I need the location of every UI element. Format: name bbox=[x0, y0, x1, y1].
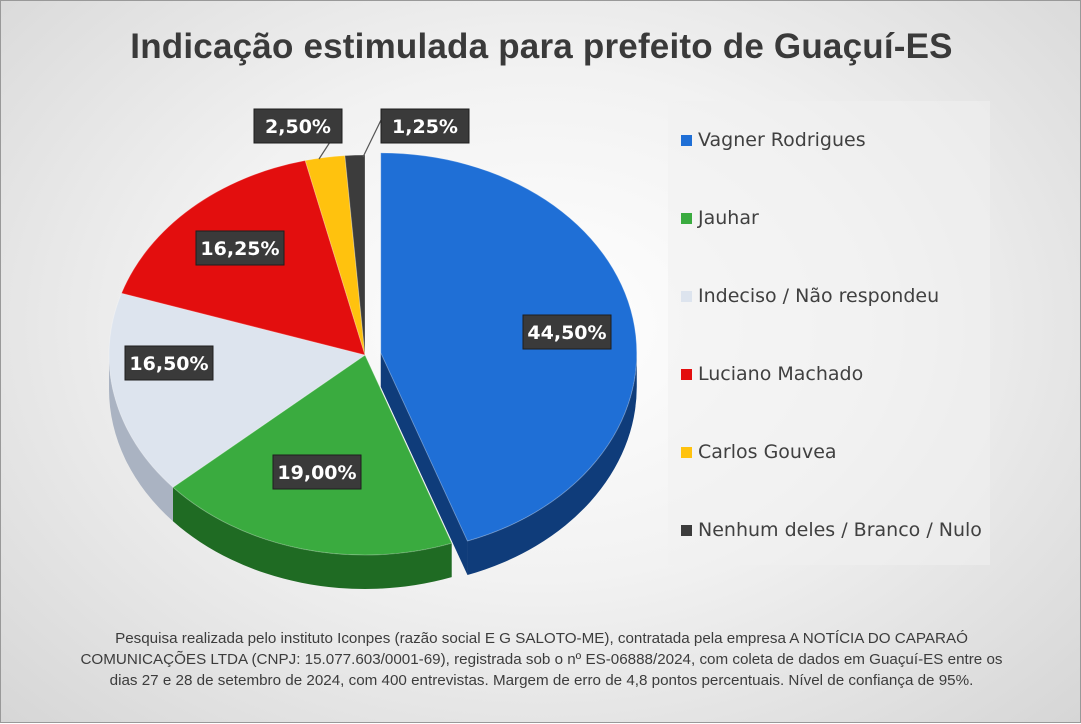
data-label-box bbox=[253, 108, 343, 144]
legend-item-nenhum-deles-branco-nulo: Nenhum deles / Branco / Nulo bbox=[681, 519, 982, 541]
legend-label: Indeciso / Não respondeu bbox=[698, 285, 940, 307]
pie-3d-sides bbox=[109, 352, 637, 589]
chart-legend: Vagner Rodrigues Jauhar Indeciso / Não res… bbox=[668, 101, 990, 565]
data-label-text: 2,50% bbox=[265, 116, 331, 138]
legend-swatch bbox=[681, 134, 692, 146]
data-label-box bbox=[380, 108, 470, 144]
legend-swatch bbox=[681, 290, 692, 302]
slice-indeciso-nao-respondeu bbox=[108, 292, 367, 488]
legend-item-luciano-machado: Luciano Machado bbox=[681, 363, 863, 385]
data-label-text: 19,00% bbox=[277, 462, 356, 484]
data-label-box bbox=[272, 454, 362, 490]
footnote-line-3: dias 27 e 28 de setembro de 2024, com 40… bbox=[109, 672, 974, 689]
legend-item-vagner-rodrigues: Vagner Rodrigues bbox=[681, 129, 866, 151]
chart-title: Indicação estimulada para prefeito de Gu… bbox=[130, 27, 953, 66]
legend-swatch bbox=[681, 368, 692, 380]
legend-swatch bbox=[681, 212, 692, 224]
legend-swatch bbox=[681, 524, 692, 536]
leader-line-nenhum-deles-branco-nulo bbox=[362, 115, 384, 158]
data-label-text: 16,50% bbox=[129, 353, 208, 375]
data-label-box bbox=[124, 345, 214, 381]
slice-side-vagner-rodrigues bbox=[467, 352, 637, 576]
pie-data-labels: 44,50% 19,00% 16,50% 16,25% 2,50% 1,25% bbox=[124, 108, 612, 490]
data-label-vagner-rodrigues: 44,50% bbox=[522, 314, 612, 350]
data-label-text: 1,25% bbox=[392, 116, 458, 138]
legend-item-indeciso-nao-respondeu: Indeciso / Não respondeu bbox=[681, 285, 939, 307]
data-label-indeciso-nao-respondeu: 16,50% bbox=[124, 345, 214, 381]
legend-label: Nenhum deles / Branco / Nulo bbox=[698, 519, 982, 541]
data-label-carlos-gouvea: 2,50% bbox=[253, 108, 343, 144]
slice-side-indeciso-nao-respondeu bbox=[109, 355, 173, 522]
slice-carlos-gouvea bbox=[304, 155, 366, 356]
data-label-box bbox=[195, 230, 285, 266]
legend-label: Luciano Machado bbox=[698, 363, 864, 385]
data-label-text: 44,50% bbox=[527, 322, 606, 344]
legend-swatch bbox=[681, 446, 692, 458]
legend-item-jauhar: Jauhar bbox=[681, 207, 759, 229]
legend-label: Carlos Gouvea bbox=[698, 441, 837, 463]
slice-nenhum-deles-branco-nulo bbox=[344, 154, 366, 356]
data-label-text: 16,25% bbox=[200, 238, 279, 260]
slice-vagner-rodrigues bbox=[380, 152, 638, 542]
data-label-box bbox=[522, 314, 612, 350]
slice-wall-vagner-rodrigues bbox=[380, 352, 468, 576]
data-label-jauhar: 19,00% bbox=[272, 454, 362, 490]
legend-item-carlos-gouvea: Carlos Gouvea bbox=[681, 441, 837, 463]
legend-label: Vagner Rodrigues bbox=[698, 129, 866, 151]
footnote-line-1: Pesquisa realizada pelo instituto Iconpe… bbox=[115, 630, 968, 647]
survey-footnote: Pesquisa realizada pelo instituto Iconpe… bbox=[31, 628, 1052, 691]
slice-side-jauhar bbox=[172, 487, 452, 589]
footnote-line-2: COMUNICAÇÕES LTDA (CNPJ: 15.077.603/0001… bbox=[80, 651, 1003, 668]
data-label-nenhum-deles-branco-nulo: 1,25% bbox=[380, 108, 470, 144]
legend-label: Jauhar bbox=[698, 207, 759, 229]
data-label-luciano-machado: 16,25% bbox=[195, 230, 285, 266]
